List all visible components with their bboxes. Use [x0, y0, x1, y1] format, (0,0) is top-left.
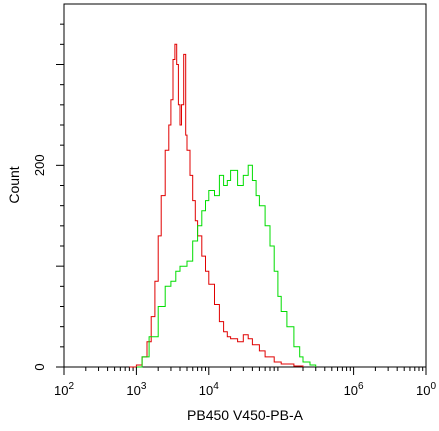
y-tick-label: 200 [32, 154, 47, 176]
series-line-1 [129, 43, 304, 368]
series-line-2 [136, 164, 317, 368]
x-tick-label: 103 [126, 381, 146, 398]
x-tick-label: 102 [54, 381, 74, 398]
y-tick-label: 0 [32, 363, 47, 370]
x-axis-ticks: 102 103 104 106 100 [54, 367, 436, 398]
x-tick-label: 104 [199, 381, 219, 398]
y-axis-ticks: 0 200 [32, 23, 64, 371]
plot-frame [63, 3, 427, 368]
x-minor-ticks [85, 367, 424, 371]
x-axis-label: PB450 V450-PB-A [187, 407, 304, 423]
x-tick-label: 106 [344, 381, 364, 398]
y-axis-label: Count [6, 166, 22, 203]
series-layer [129, 43, 317, 368]
x-tick-label: 100 [416, 381, 436, 398]
